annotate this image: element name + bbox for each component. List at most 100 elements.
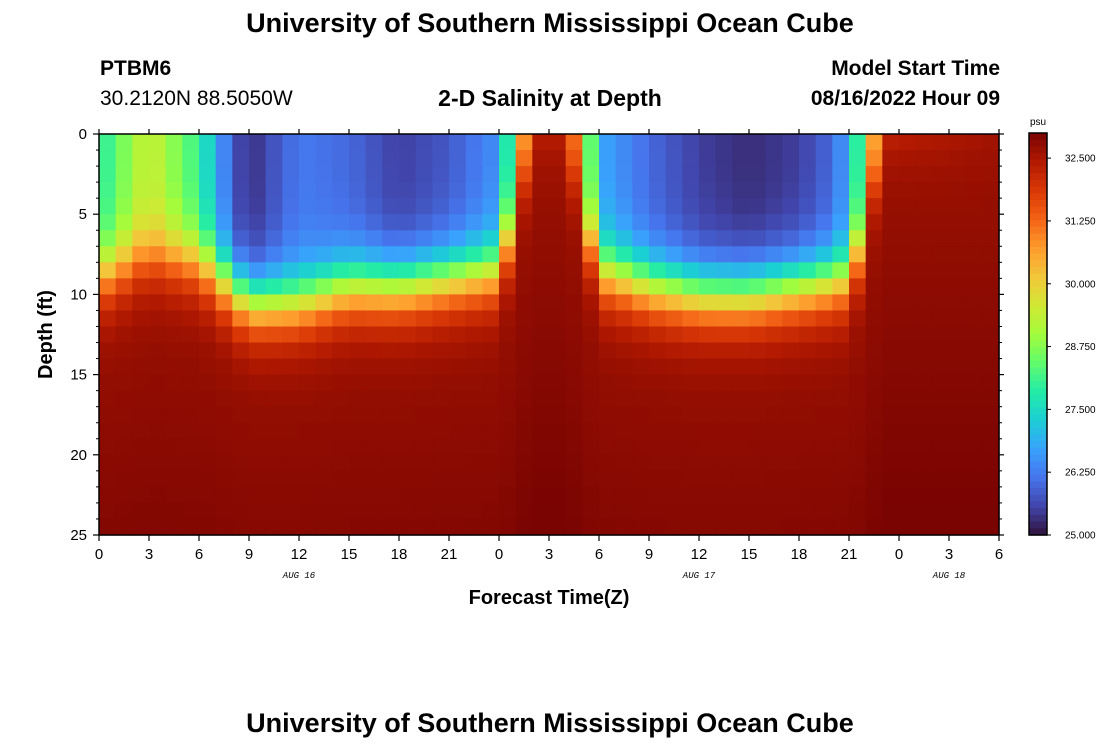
heatmap-cell	[565, 422, 583, 440]
colorbar-segment	[1029, 253, 1047, 261]
heatmap-cell	[115, 518, 133, 536]
heatmap-cell	[949, 294, 967, 312]
y-tick-label: 5	[79, 206, 87, 223]
heatmap-cell	[299, 214, 317, 231]
heatmap-cell	[799, 438, 817, 456]
heatmap-cell	[715, 358, 733, 376]
heatmap-cell	[482, 374, 500, 392]
heatmap-cell	[482, 390, 500, 408]
heatmap-cell	[232, 358, 250, 376]
heatmap-cell	[265, 374, 283, 392]
heatmap-cell	[565, 310, 583, 328]
heatmap-cell	[332, 358, 350, 376]
heatmap-cell	[915, 262, 933, 279]
heatmap-cell	[765, 486, 783, 504]
heatmap-cell	[382, 198, 400, 215]
heatmap-cell	[682, 294, 700, 312]
heatmap-cell	[815, 502, 833, 520]
heatmap-cell	[349, 518, 367, 536]
heatmap-cell	[799, 198, 817, 215]
heatmap-cell	[949, 454, 967, 472]
heatmap-cell	[132, 374, 150, 392]
colorbar-segment	[1029, 226, 1047, 235]
heatmap-cell	[332, 246, 350, 263]
heatmap-cell	[149, 230, 167, 247]
heatmap-cell	[949, 150, 967, 167]
heatmap-cell	[449, 438, 467, 456]
heatmap-cell	[215, 278, 233, 295]
heatmap-cell	[549, 182, 567, 199]
heatmap-cell	[332, 374, 350, 392]
heatmap-cell	[515, 454, 533, 472]
heatmap-cell	[165, 198, 183, 215]
heatmap-cell	[582, 262, 600, 279]
heatmap-cell	[699, 262, 717, 279]
heatmap-cell	[749, 342, 767, 360]
heatmap-cell	[482, 358, 500, 376]
heatmap-cell	[599, 342, 617, 360]
heatmap-cell	[665, 262, 683, 279]
heatmap-cell	[849, 486, 867, 504]
heatmap-cell	[699, 406, 717, 424]
heatmap-cell	[599, 454, 617, 472]
heatmap-cell	[565, 246, 583, 263]
heatmap-cell	[665, 342, 683, 360]
heatmap-cell	[582, 390, 600, 408]
heatmap-cell	[282, 198, 300, 215]
heatmap-cell	[399, 310, 417, 328]
colorbar-segment	[1029, 454, 1047, 462]
heatmap-cell	[649, 422, 667, 440]
heatmap-cell	[982, 438, 1000, 456]
heatmap-cell	[399, 486, 417, 504]
heatmap-cell	[282, 294, 300, 312]
heatmap-cell	[482, 438, 500, 456]
x-tick-label: 9	[245, 546, 253, 563]
heatmap-cell	[765, 326, 783, 344]
heatmap-cell	[199, 406, 217, 424]
heatmap-cell	[915, 294, 933, 312]
heatmap-cell	[99, 294, 117, 312]
heatmap-cell	[365, 278, 383, 295]
heatmap-cell	[915, 134, 933, 151]
heatmap-cell	[265, 486, 283, 504]
heatmap-cell	[532, 358, 550, 376]
colorbar-segment	[1029, 300, 1047, 308]
heatmap-cell	[782, 518, 800, 536]
heatmap-cell	[99, 470, 117, 488]
heatmap-cell	[865, 406, 883, 424]
x-tick-label: 18	[391, 546, 408, 563]
heatmap-cell	[582, 310, 600, 328]
heatmap-cell	[765, 438, 783, 456]
heatmap-cell	[915, 198, 933, 215]
heatmap-cell	[199, 390, 217, 408]
heatmap-cell	[415, 454, 433, 472]
heatmap-cell	[149, 198, 167, 215]
heatmap-cell	[682, 470, 700, 488]
heatmap-cell	[699, 470, 717, 488]
heatmap-cell	[649, 326, 667, 344]
date-label: AUG 18	[932, 571, 966, 581]
heatmap-cell	[849, 134, 867, 151]
heatmap-cell	[299, 422, 317, 440]
heatmap-cell	[932, 406, 950, 424]
heatmap-cell	[782, 390, 800, 408]
heatmap-cell	[932, 230, 950, 247]
heatmap-cell	[732, 150, 750, 167]
heatmap-cell	[749, 518, 767, 536]
heatmap-cell	[965, 390, 983, 408]
heatmap-cell	[799, 166, 817, 183]
heatmap-cell	[799, 470, 817, 488]
heatmap-cell	[232, 486, 250, 504]
heatmap-cell	[765, 230, 783, 247]
heatmap-cell	[299, 454, 317, 472]
heatmap-cell	[749, 406, 767, 424]
heatmap-cell	[732, 358, 750, 376]
heatmap-cell	[882, 518, 900, 536]
heatmap-cell	[849, 166, 867, 183]
heatmap-cell	[615, 310, 633, 328]
heatmap-cell	[249, 246, 267, 263]
heatmap-cell	[482, 310, 500, 328]
heatmap-cell	[499, 502, 517, 520]
colorbar-segment	[1029, 434, 1047, 442]
heatmap-cell	[399, 358, 417, 376]
